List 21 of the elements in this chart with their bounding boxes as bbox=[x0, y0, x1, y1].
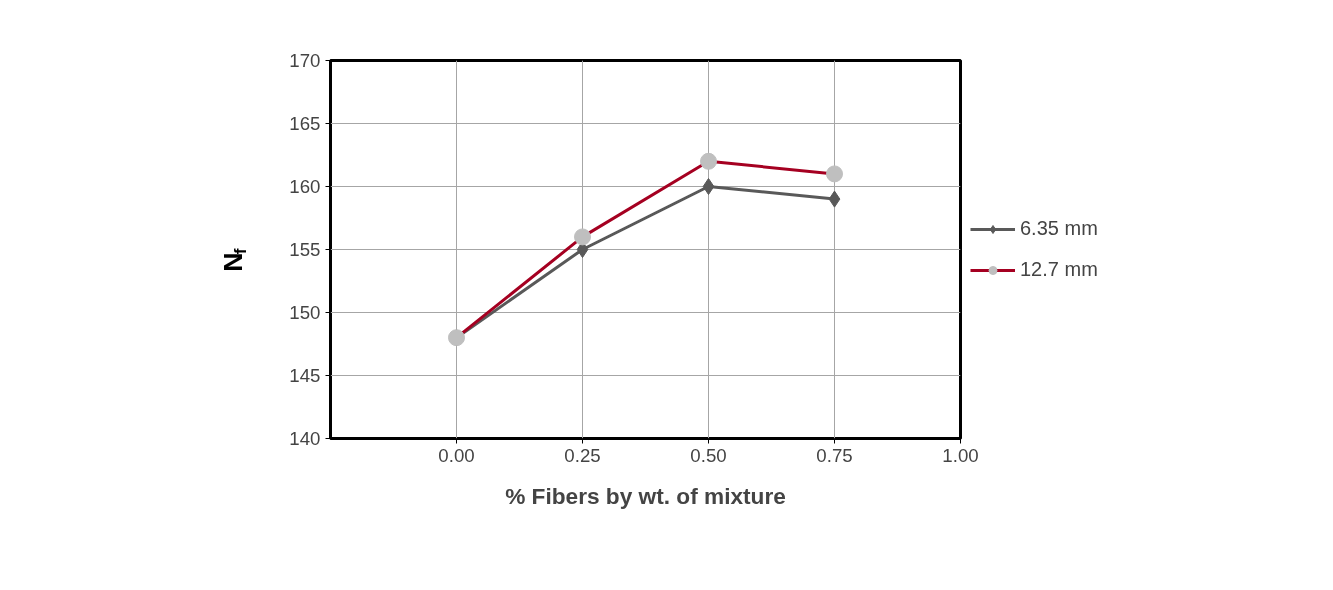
legend-label: 12.7 mm bbox=[1020, 258, 1098, 281]
y-tick-label: 160 bbox=[289, 176, 321, 197]
x-tick-label: 0.00 bbox=[438, 444, 475, 466]
y-axis-title: Nf bbox=[217, 248, 250, 272]
y-tick-label: 140 bbox=[289, 428, 321, 449]
y-tick-label: 165 bbox=[289, 113, 321, 134]
y-tick-label: 145 bbox=[289, 365, 321, 386]
x-tick-label: 1.00 bbox=[942, 444, 979, 466]
y-tick-label: 155 bbox=[289, 239, 321, 260]
legend-label: 6.35 mm bbox=[1020, 217, 1098, 240]
x-tick-label: 0.75 bbox=[816, 444, 853, 466]
point bbox=[702, 178, 715, 195]
x-axis-title: % Fibers by wt. of mixture bbox=[505, 482, 786, 509]
x-tick-label: 0.50 bbox=[690, 444, 727, 466]
point bbox=[574, 228, 591, 246]
point bbox=[826, 165, 843, 183]
x-tick-label: 0.25 bbox=[564, 444, 601, 466]
point bbox=[828, 190, 841, 208]
y-tick-label: 150 bbox=[289, 302, 321, 323]
point bbox=[700, 152, 717, 170]
y-tick-label: 170 bbox=[289, 50, 321, 71]
